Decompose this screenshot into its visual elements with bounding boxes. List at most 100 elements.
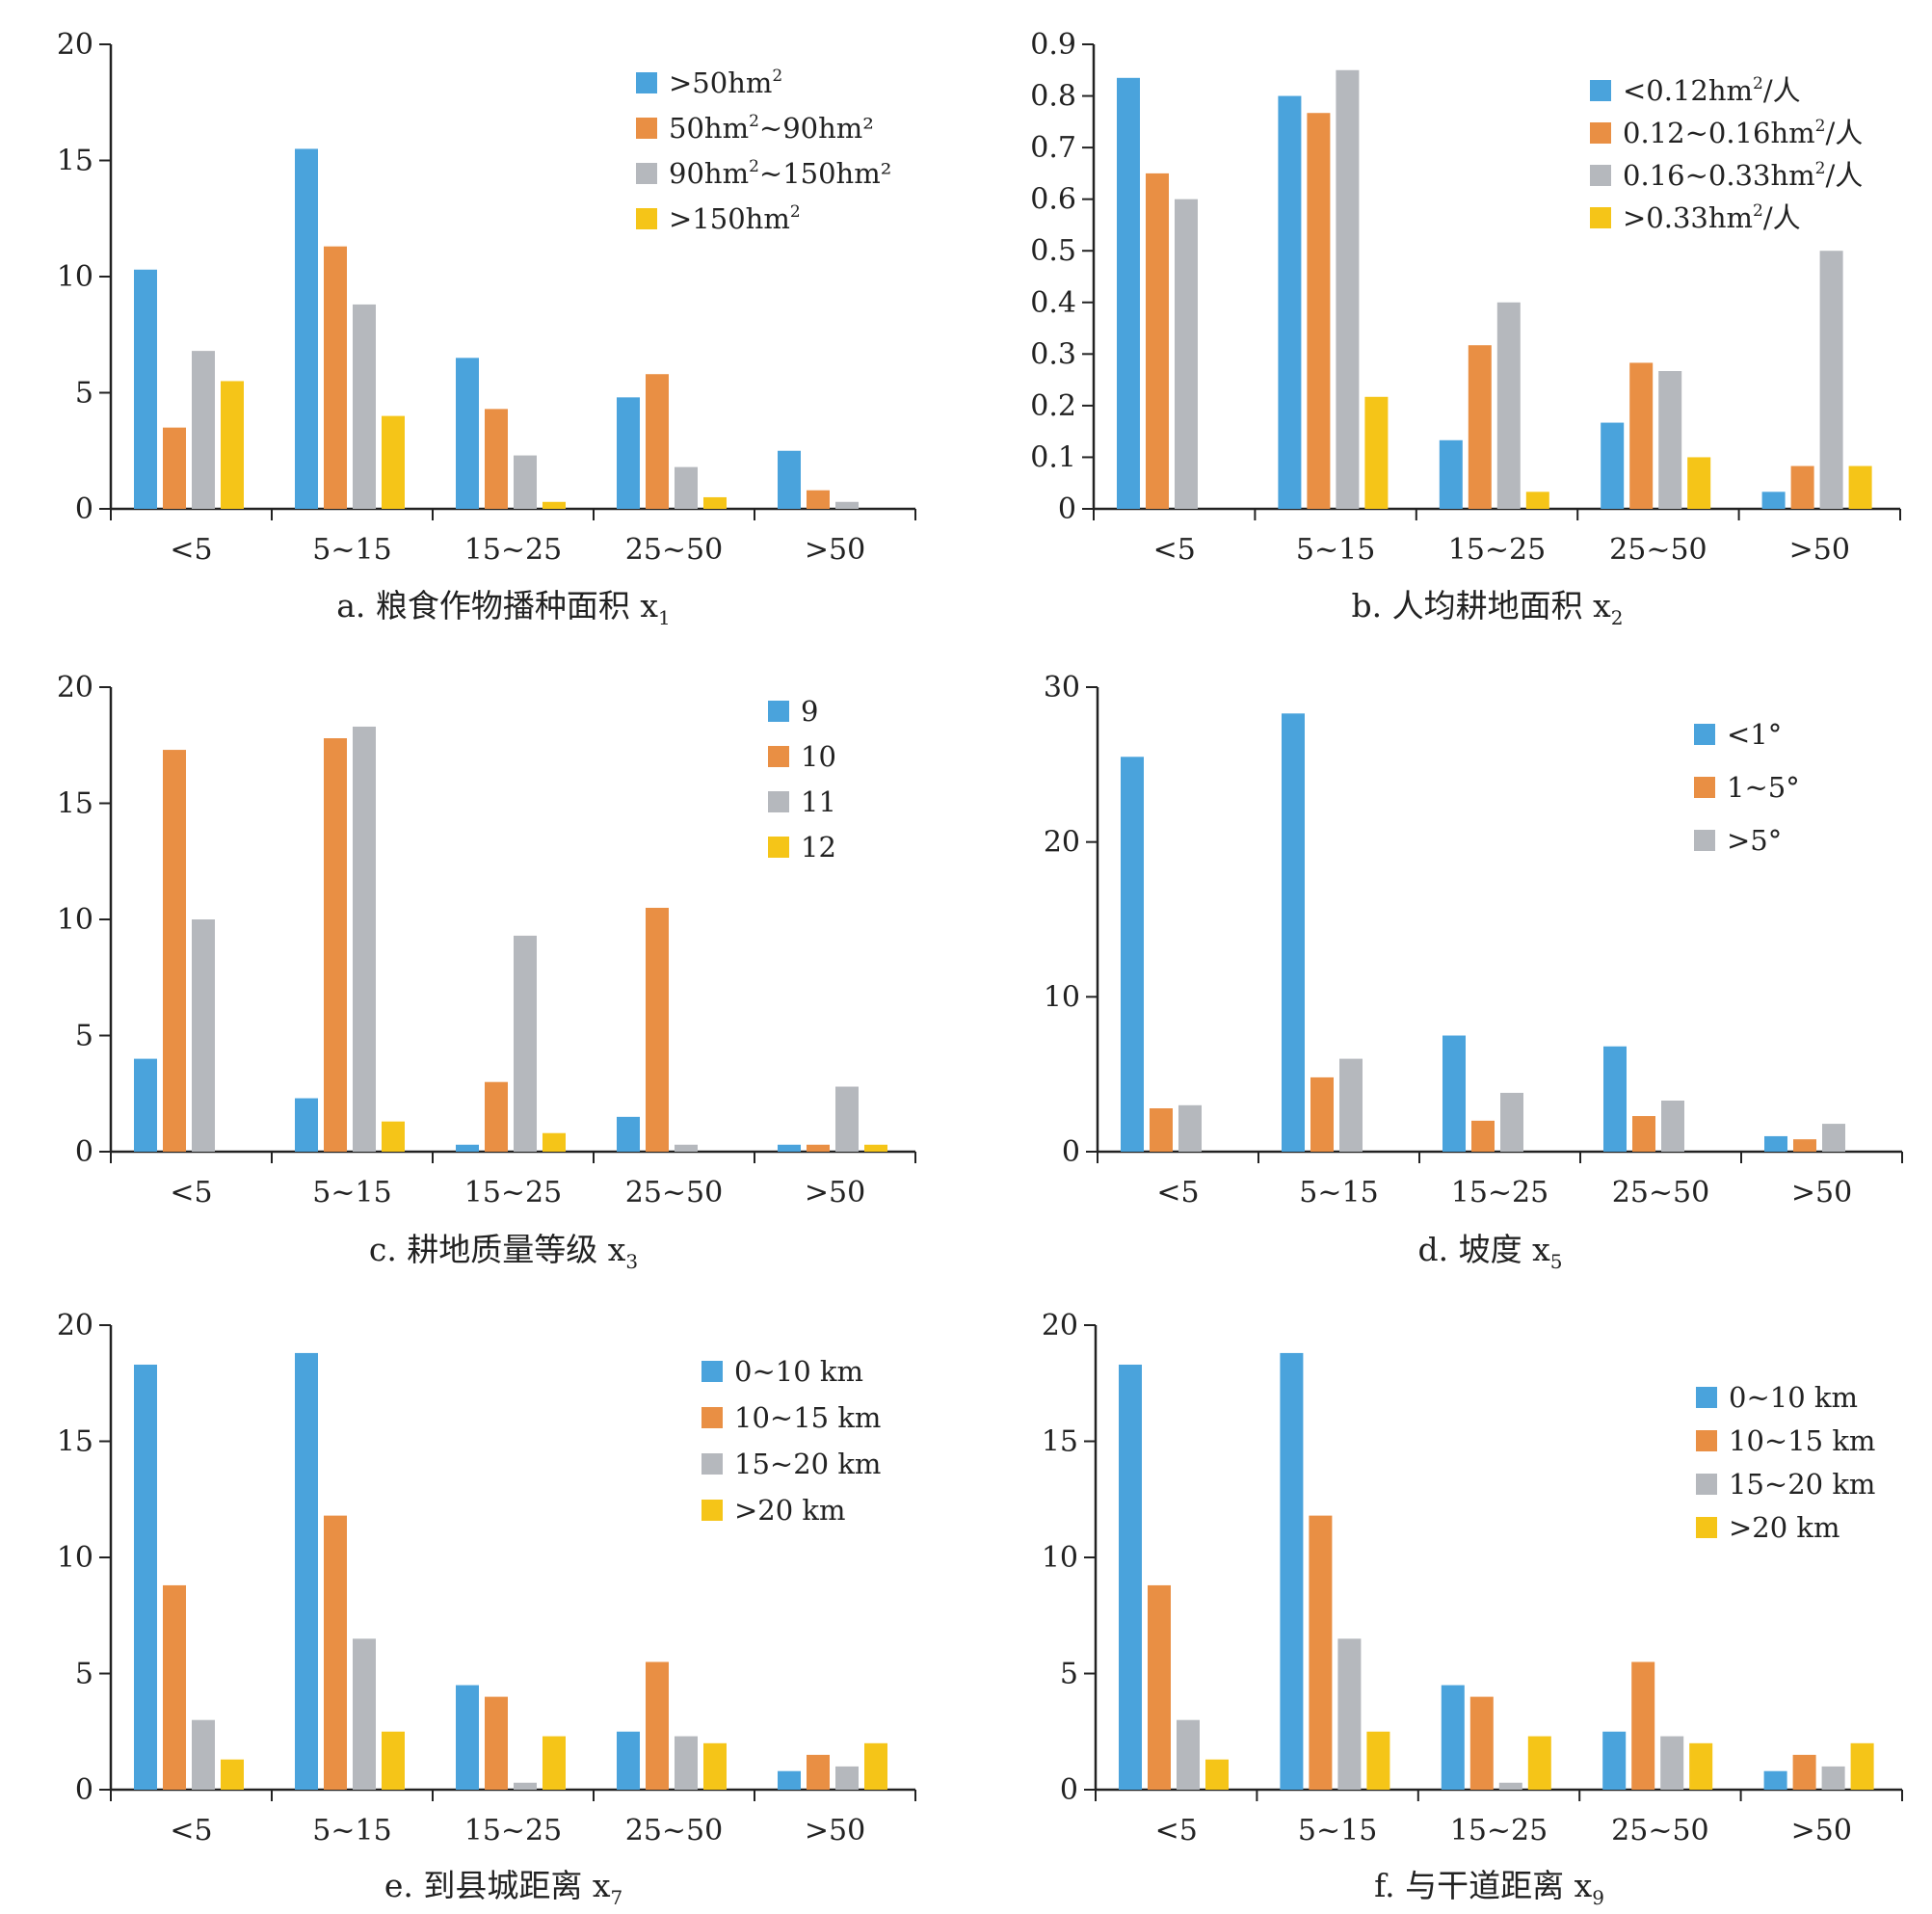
bar [1761, 492, 1786, 509]
y-tick-label: 0 [75, 492, 93, 526]
x-tick-label: 5~15 [312, 1176, 391, 1210]
bar [1468, 345, 1492, 509]
bar [382, 1731, 405, 1790]
y-tick-label: 5 [75, 1020, 93, 1053]
legend-label: 9 [801, 695, 818, 728]
bar [134, 1364, 157, 1790]
legend-label: 15~20 km [1729, 1468, 1875, 1501]
bar [1632, 1116, 1655, 1152]
legend-label: 10 [801, 740, 836, 773]
chart-panel: 0 5 10 15 20 <5 5~15 15~25 25~50 >50 0~10 km 10~15 … [1042, 1309, 1903, 1909]
bar [1658, 371, 1682, 509]
x-tick-label: <5 [1156, 1176, 1199, 1210]
bar [617, 1731, 640, 1790]
legend-swatch [701, 1407, 723, 1428]
bar [835, 501, 859, 509]
bar [163, 427, 186, 509]
bar [1661, 1100, 1684, 1152]
legend-label: 0~10 km [1729, 1381, 1858, 1414]
bar [1790, 465, 1814, 509]
chart-caption: d. 坡度 x5 [1418, 1231, 1563, 1273]
legend-label: 10~15 km [1729, 1424, 1875, 1457]
y-tick-label: 0.9 [1030, 28, 1076, 62]
y-tick-label: 0.4 [1030, 286, 1076, 320]
bar [1307, 113, 1331, 510]
x-tick-label: <5 [170, 533, 212, 567]
chart-caption: e. 到县城距离 x7 [384, 1867, 622, 1909]
bar [485, 1081, 508, 1152]
bar [1822, 1124, 1845, 1152]
bar [1498, 1782, 1522, 1790]
bar [1336, 69, 1360, 510]
x-tick-label: 15~25 [1450, 1814, 1548, 1848]
chart-caption: b. 人均耕地面积 x2 [1352, 587, 1624, 629]
legend-swatch [1590, 80, 1611, 101]
bar [807, 1144, 830, 1152]
y-tick-label: 10 [57, 260, 93, 294]
bar [1442, 1035, 1466, 1152]
bar [1687, 457, 1711, 509]
legend-label: 12 [801, 831, 836, 864]
legend-swatch [1696, 1474, 1717, 1495]
y-tick-label: 10 [1044, 980, 1080, 1014]
legend-label: >20 km [734, 1494, 846, 1527]
bar [1278, 95, 1302, 510]
y-tick-label: 15 [1042, 1425, 1078, 1459]
bar [382, 415, 405, 509]
y-tick-label: 20 [57, 1309, 93, 1342]
legend-swatch [701, 1453, 723, 1475]
bar [1689, 1742, 1713, 1790]
y-tick-label: 5 [75, 1658, 93, 1691]
bar [1496, 302, 1521, 509]
bar [192, 1719, 215, 1790]
y-tick-label: 10 [1042, 1541, 1078, 1575]
bar [835, 1766, 859, 1790]
legend-label: 0.16~0.33hm2/人 [1623, 159, 1863, 192]
bar [485, 409, 508, 509]
bar [1819, 251, 1843, 509]
y-tick-label: 30 [1044, 671, 1080, 704]
bar [221, 381, 244, 509]
bar [1850, 1742, 1874, 1790]
bar [675, 1736, 698, 1790]
bar [1364, 396, 1389, 509]
bar [703, 496, 727, 509]
x-tick-label: <5 [170, 1176, 212, 1210]
bar [1441, 1685, 1465, 1790]
legend-swatch [636, 72, 657, 93]
y-tick-label: 0.2 [1030, 389, 1076, 423]
bar [864, 1742, 887, 1790]
bar [324, 246, 347, 510]
legend-swatch [1590, 165, 1611, 186]
legend-label: 15~20 km [734, 1448, 881, 1480]
chart-panel: 0 0.1 0.2 0.3 0.4 0.5 0.6 0.7 0.8 0.9 <5 5~15 15~25 2… [1030, 28, 1901, 629]
legend-label: >50hm2 [669, 66, 782, 99]
x-tick-label: 15~25 [464, 1176, 562, 1210]
y-tick-label: 15 [57, 1425, 93, 1459]
bar [1525, 492, 1549, 509]
bar [163, 750, 186, 1152]
bar [1309, 1515, 1333, 1790]
y-tick-label: 20 [1044, 826, 1080, 860]
legend-label: 0.12~0.16hm2/人 [1623, 117, 1863, 149]
y-tick-label: 0 [1060, 1773, 1078, 1807]
bar [807, 490, 830, 509]
legend-label: 50hm2~90hm² [669, 112, 874, 145]
legend-swatch [701, 1361, 723, 1382]
bar [1629, 362, 1654, 509]
bar [1146, 173, 1169, 509]
y-tick-label: 10 [57, 903, 93, 937]
y-tick-label: 0.1 [1030, 440, 1076, 474]
bar [324, 1515, 347, 1790]
legend-swatch [1590, 207, 1611, 228]
chart-caption: c. 耕地质量等级 x3 [369, 1231, 638, 1273]
bar [646, 907, 669, 1152]
y-tick-label: 0 [1058, 492, 1076, 526]
bar [675, 1144, 698, 1152]
bar [864, 1144, 887, 1152]
legend-swatch [1696, 1430, 1717, 1451]
x-tick-label: 5~15 [1296, 533, 1375, 567]
bar [1280, 1352, 1304, 1790]
bar [1500, 1092, 1523, 1152]
